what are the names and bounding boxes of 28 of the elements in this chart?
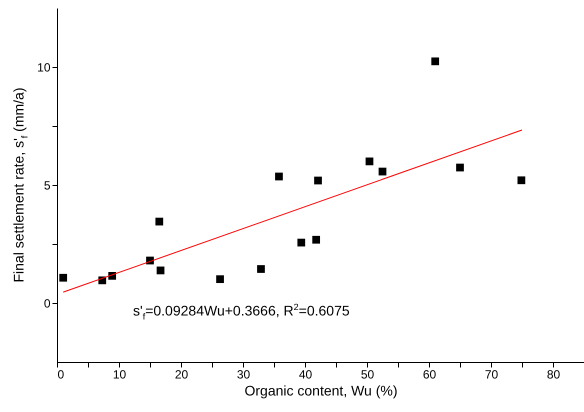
point [59,274,68,282]
point [378,168,386,176]
y-tick-label: 0 [44,296,51,310]
point [431,57,440,66]
x-tick-label: 10 [112,368,126,382]
x-tick-label: 50 [360,368,374,382]
x-tick-label: 20 [174,368,188,382]
point [155,218,164,226]
x-tick-label: 30 [236,368,250,382]
y-tick-label: 5 [44,178,51,192]
y-tick-label: 10 [37,60,51,74]
point [456,164,464,172]
x-tick-label: 80 [546,368,560,382]
point [366,158,374,166]
point [312,236,320,244]
point [297,238,306,246]
point [257,265,265,273]
point [216,275,224,284]
x-tick-label: 0 [58,368,64,382]
point [156,266,164,274]
x-tick-label: 70 [484,368,498,382]
annotation: s'$_{f}$=0.09284Wu+0.3666, R$^{2}$=0.6075 [133,302,350,322]
x-tick-label: 60 [422,368,436,382]
point [314,176,322,184]
x-axis-title: Organic content, Wu (%) [244,382,398,398]
point [518,176,526,184]
x-tick-label: 40 [298,368,312,382]
point [275,172,283,180]
